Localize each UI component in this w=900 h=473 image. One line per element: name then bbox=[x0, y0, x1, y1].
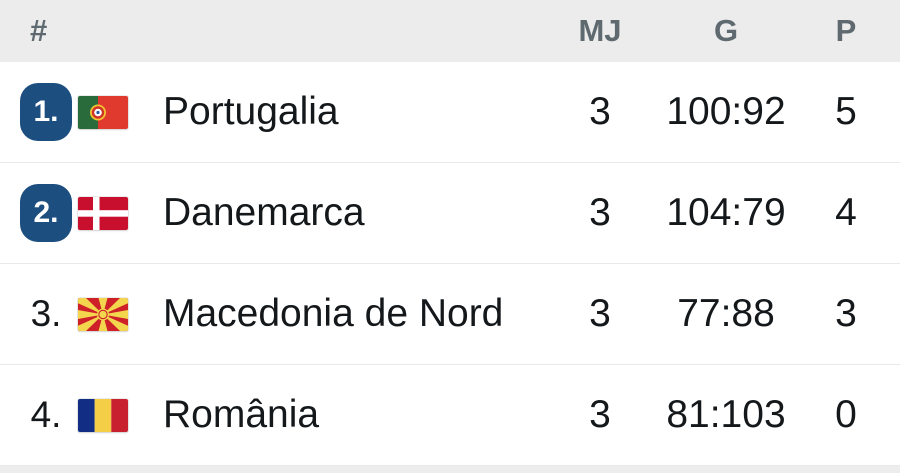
north-macedonia-flag-icon bbox=[78, 297, 128, 331]
matches-played-value: 3 bbox=[589, 393, 611, 436]
table-row-danemarca[interactable]: 2. Danemarca 3 104:79 4 bbox=[0, 163, 900, 264]
qualified-rank-badge: 1. bbox=[20, 83, 72, 141]
team-name: Danemarca bbox=[163, 191, 365, 234]
team-name: România bbox=[163, 393, 320, 436]
rank-cell: 2. bbox=[14, 184, 78, 242]
next-section-edge bbox=[0, 466, 900, 473]
points-value: 5 bbox=[835, 90, 857, 133]
flag-cell bbox=[78, 196, 163, 230]
goals-value: 77:88 bbox=[677, 292, 775, 335]
denmark-flag-icon bbox=[78, 196, 128, 230]
matches-played-value: 3 bbox=[589, 191, 611, 234]
rank-text: 4. bbox=[30, 394, 62, 435]
table-header: # MJ G P bbox=[0, 0, 900, 62]
rank-cell: 1. bbox=[14, 83, 78, 141]
flag-cell bbox=[78, 95, 163, 129]
points-value: 4 bbox=[835, 191, 857, 234]
matches-played-value: 3 bbox=[589, 292, 611, 335]
goals-value: 81:103 bbox=[666, 393, 786, 436]
team-name: Portugalia bbox=[163, 90, 339, 133]
rank-cell: 4. bbox=[14, 394, 78, 436]
table-row-romania[interactable]: 4. România 3 81:103 0 bbox=[0, 365, 900, 466]
romania-flag-icon bbox=[78, 398, 128, 432]
points-value: 0 bbox=[835, 393, 857, 436]
flag-cell bbox=[78, 398, 163, 432]
goals-value: 104:79 bbox=[666, 191, 786, 234]
matches-played-value: 3 bbox=[589, 90, 611, 133]
flag-cell bbox=[78, 297, 163, 331]
goals-value: 100:92 bbox=[666, 90, 786, 133]
portugal-flag-icon bbox=[78, 95, 128, 129]
rank-cell: 3. bbox=[14, 293, 78, 335]
points-value: 3 bbox=[835, 292, 857, 335]
column-header-rank: # bbox=[30, 13, 48, 48]
rank-text: 3. bbox=[30, 293, 62, 334]
column-header-matches-played: MJ bbox=[578, 13, 622, 48]
qualified-rank-badge: 2. bbox=[20, 184, 72, 242]
column-header-goals: G bbox=[713, 13, 739, 48]
team-name: Macedonia de Nord bbox=[163, 292, 504, 335]
column-header-points: P bbox=[835, 13, 857, 48]
table-row-portugalia[interactable]: 1. Portugalia 3 100:92 5 bbox=[0, 62, 900, 163]
table-row-macedonia-de-nord[interactable]: 3. Macedonia de Nord 3 7 bbox=[0, 264, 900, 365]
